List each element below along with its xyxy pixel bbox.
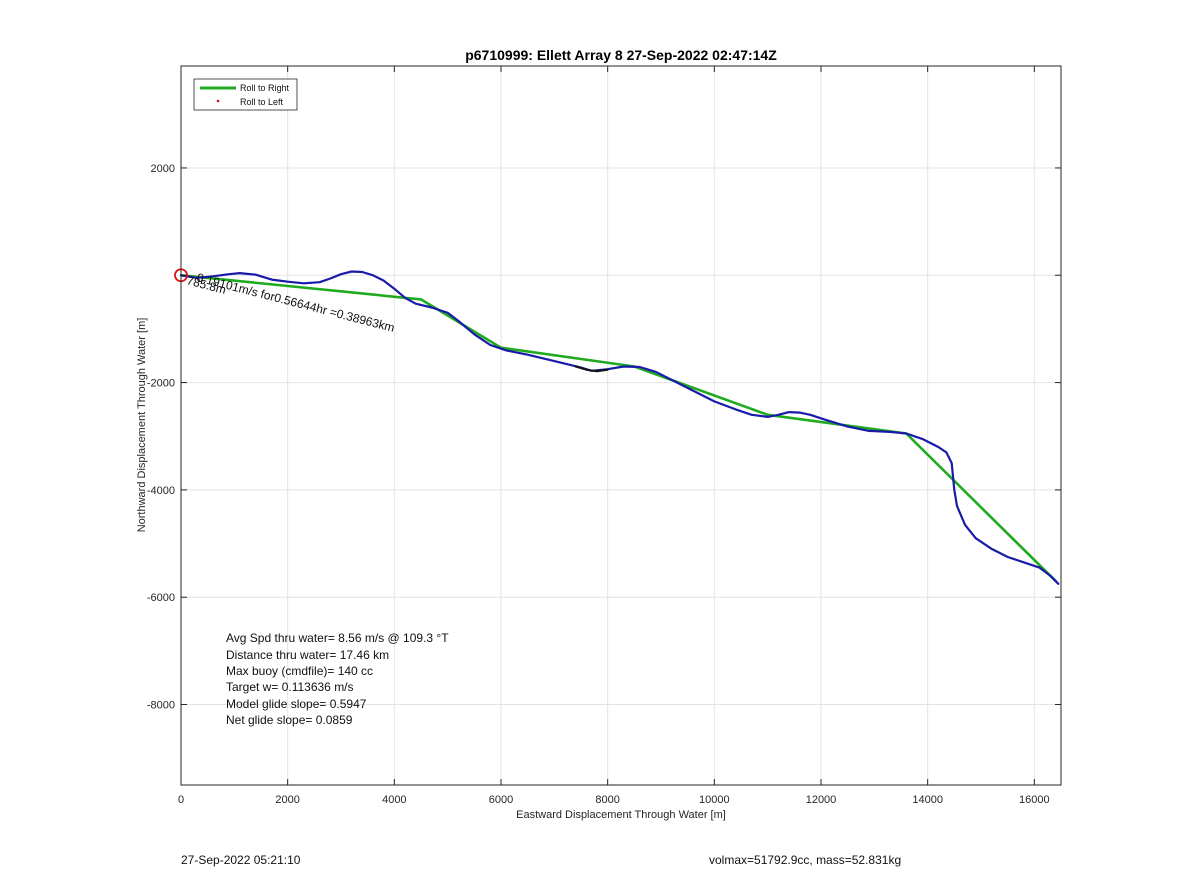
- y-tick-label: -2000: [147, 378, 175, 390]
- stat-model-glide: Model glide slope= 0.5947: [226, 697, 367, 711]
- x-tick-label: 6000: [489, 794, 513, 806]
- chart-title: p6710999: Ellett Array 8 27-Sep-2022 02:…: [465, 47, 777, 63]
- y-axis-label: Northward Displacement Through Water [m]: [136, 318, 148, 533]
- stat-target-w: Target w= 0.113636 m/s: [226, 680, 354, 694]
- legend-box: [193, 78, 298, 111]
- x-tick-label: 8000: [595, 794, 619, 806]
- stat-avg-speed: Avg Spd thru water= 8.56 m/s @ 109.3 °T: [226, 631, 449, 645]
- x-tick-label: 2000: [275, 794, 299, 806]
- x-tick-label: 0: [178, 794, 184, 806]
- legend: Roll to Right Roll to Left: [193, 78, 298, 111]
- stat-net-glide: Net glide slope= 0.0859: [226, 713, 353, 727]
- axis-ticks: 0 2000 4000 6000 8000 10000 12000 14000 16000 -80…: [147, 66, 1061, 806]
- plot-frame: [180, 65, 1062, 786]
- x-axis-label: Eastward Displacement Through Water [m]: [516, 809, 726, 821]
- y-tick-label: 2000: [151, 163, 175, 175]
- x-tick-label: 14000: [912, 794, 943, 806]
- legend-swatch-roll-left: [216, 99, 220, 103]
- legend-label-roll-left: Roll to Left: [240, 97, 284, 107]
- stat-max-buoy: Max buoy (cmdfile)= 140 cc: [226, 664, 373, 678]
- x-tick-label: 10000: [699, 794, 730, 806]
- plot-area: [181, 66, 1061, 785]
- legend-label-roll-right: Roll to Right: [240, 83, 290, 93]
- x-tick-label: 4000: [382, 794, 406, 806]
- y-tick-label: -4000: [147, 485, 175, 497]
- series-track-segment: [574, 365, 609, 373]
- stat-distance: Distance thru water= 17.46 km: [226, 648, 389, 662]
- y-tick-label: -6000: [147, 592, 175, 604]
- stats-block: Avg Spd thru water= 8.56 m/s @ 109.3 °T …: [226, 631, 449, 727]
- footer-timestamp: 27-Sep-2022 05:21:10: [181, 853, 301, 867]
- footer-volmax: volmax=51792.9cc, mass=52.831kg: [709, 853, 902, 867]
- y-tick-label: -8000: [147, 700, 175, 712]
- x-tick-label: 12000: [806, 794, 837, 806]
- x-tick-label: 16000: [1019, 794, 1050, 806]
- series-track: [179, 270, 1060, 585]
- grid: [181, 66, 1061, 785]
